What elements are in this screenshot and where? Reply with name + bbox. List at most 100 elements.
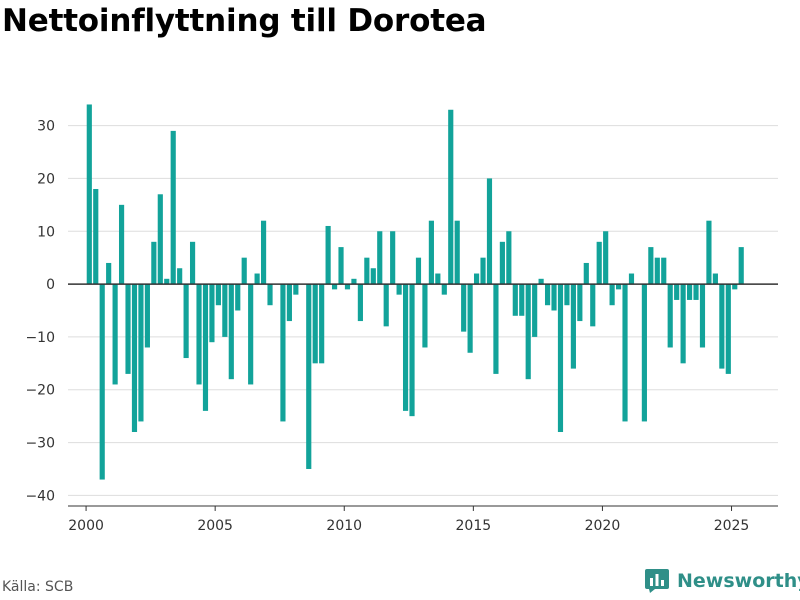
- bar: [686, 284, 693, 300]
- bar: [202, 284, 209, 411]
- bar: [357, 284, 363, 322]
- y-tick-label: −10: [25, 330, 55, 346]
- bar: [164, 278, 170, 285]
- bar: [248, 284, 254, 385]
- bar: [267, 284, 273, 306]
- bar: [732, 284, 738, 290]
- bar: [544, 284, 551, 306]
- bar: [93, 188, 99, 285]
- bar: [183, 284, 189, 359]
- bar: [583, 262, 589, 285]
- bar: [370, 268, 376, 285]
- bar: [415, 257, 422, 285]
- bar: [661, 257, 667, 285]
- y-axis-tick-labels: −40 −30 −20 −10 0 10 20 30: [25, 119, 55, 505]
- bar: [125, 284, 131, 374]
- bar: [189, 241, 196, 285]
- bar: [473, 273, 480, 285]
- bar: [628, 273, 635, 285]
- bar: [641, 284, 647, 422]
- bar: [454, 220, 460, 285]
- x-tick-label: 2020: [585, 518, 621, 534]
- bar: [486, 178, 493, 285]
- axes: [68, 283, 778, 511]
- bar: [461, 284, 467, 332]
- bar: [390, 231, 396, 285]
- bar: [738, 247, 744, 285]
- bar: [570, 284, 576, 369]
- y-tick-label: 20: [37, 171, 55, 187]
- bar: [699, 284, 706, 348]
- bar: [499, 241, 505, 285]
- bar: [177, 268, 183, 285]
- bar: [422, 284, 428, 348]
- x-tick-label: 2000: [68, 518, 104, 534]
- bar: [254, 273, 260, 285]
- bar: [506, 231, 512, 285]
- x-axis-tick-labels: 2000 2005 2010 2015 2020 2025: [68, 518, 749, 534]
- bar: [118, 204, 125, 285]
- bar: [409, 284, 415, 417]
- bar: [377, 231, 383, 285]
- bar: [480, 257, 486, 285]
- brand-name: Newsworthy: [677, 570, 800, 592]
- bar: [235, 284, 241, 311]
- bar-chart-logo-icon: [645, 569, 669, 593]
- brand-logo: Newsworthy: [645, 569, 800, 593]
- bar: [519, 284, 525, 316]
- bar: [525, 284, 531, 380]
- bar: [532, 284, 538, 337]
- bar: [622, 284, 628, 422]
- bar: [654, 257, 660, 285]
- bar: [493, 284, 499, 374]
- source-note: Källa: SCB: [2, 579, 74, 595]
- bar: [719, 284, 725, 369]
- bar: [648, 247, 654, 285]
- bar: [209, 284, 215, 343]
- x-tick-label: 2010: [326, 518, 362, 534]
- bar: [319, 284, 325, 364]
- bar: [693, 284, 699, 300]
- bar: [222, 284, 228, 337]
- bar: [280, 284, 286, 422]
- bar: [725, 284, 731, 374]
- y-tick-label: −40: [25, 488, 55, 504]
- y-tick-label: 0: [46, 277, 55, 293]
- bar: [615, 284, 622, 290]
- bar: [551, 284, 557, 311]
- bar: [667, 284, 673, 348]
- bar: [306, 284, 312, 469]
- bar: [312, 284, 318, 364]
- bar: [241, 257, 247, 285]
- bar: [293, 284, 299, 295]
- bar: [428, 220, 434, 285]
- x-tick-label: 2015: [456, 518, 492, 534]
- y-tick-label: −20: [25, 383, 55, 399]
- bar: [538, 278, 544, 285]
- bar: [138, 284, 144, 422]
- bar: [590, 284, 596, 327]
- bar: [603, 231, 609, 285]
- bar: [712, 273, 718, 285]
- bar: [609, 284, 615, 306]
- bar: [448, 109, 454, 285]
- bar: [131, 284, 138, 433]
- bar: [196, 284, 202, 385]
- bar: [338, 247, 344, 285]
- bar: [674, 284, 680, 300]
- bar: [435, 273, 441, 285]
- y-tick-label: 30: [37, 119, 55, 135]
- bar: [512, 284, 518, 316]
- bar: [170, 130, 176, 285]
- y-tick-label: 10: [37, 224, 55, 240]
- bar: [596, 241, 602, 285]
- bar: [106, 262, 112, 285]
- x-tick-label: 2005: [197, 518, 233, 534]
- bar: [351, 278, 357, 285]
- bar: [577, 284, 583, 322]
- bar: [344, 284, 351, 290]
- bars: [86, 104, 744, 480]
- bar: [260, 220, 267, 285]
- bar: [325, 225, 331, 285]
